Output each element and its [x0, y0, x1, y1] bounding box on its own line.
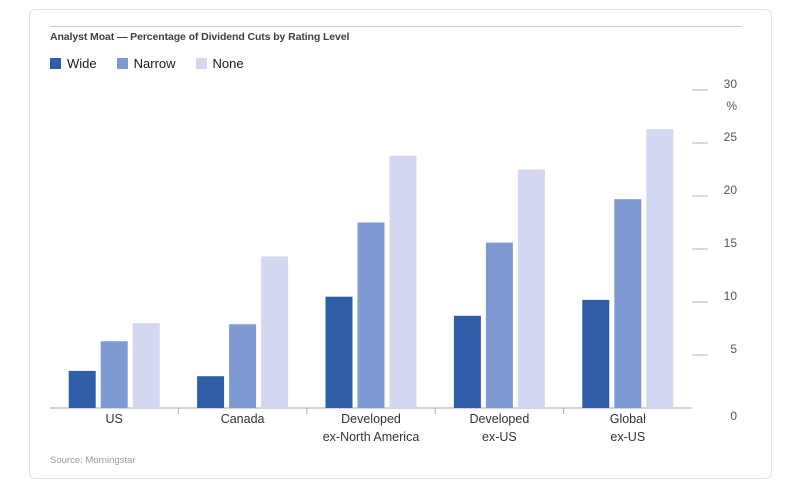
y-axis-unit: %: [726, 99, 737, 113]
bar-none: [261, 256, 289, 408]
legend-swatch: [116, 58, 128, 69]
bar-narrow: [100, 341, 128, 408]
legend-label: Wide: [67, 56, 97, 71]
legend-item-none: None: [195, 56, 244, 71]
y-tick-label: 30: [724, 77, 738, 91]
legend-swatch: [195, 58, 207, 69]
bar-none: [389, 155, 417, 408]
legend-label: Narrow: [133, 56, 176, 71]
bar-none: [517, 169, 545, 408]
legend: Wide Narrow None: [50, 56, 244, 71]
bar-wide: [68, 370, 96, 408]
legend-label: None: [212, 56, 244, 71]
bar-wide: [197, 376, 225, 408]
bar-narrow: [357, 222, 385, 408]
bar-none: [646, 129, 674, 408]
x-tick-label: ex-US: [482, 430, 517, 444]
x-tick-label: ex-US: [610, 430, 645, 444]
y-tick-label: 0: [730, 409, 737, 423]
legend-item-wide: Wide: [50, 56, 97, 71]
x-tick-label: Global: [610, 412, 646, 426]
bar-none: [132, 323, 160, 408]
top-divider: [50, 26, 741, 27]
y-tick-label: 20: [724, 183, 738, 197]
bar-wide: [453, 315, 481, 408]
chart-title: Analyst Moat — Percentage of Dividend Cu…: [50, 31, 350, 43]
bar-narrow: [485, 242, 513, 408]
bar-narrow: [229, 324, 257, 408]
bar-wide: [582, 299, 610, 408]
legend-swatch: [50, 58, 61, 69]
y-tick-label: 10: [724, 289, 738, 303]
x-tick-label: US: [106, 412, 123, 426]
y-tick-label: 5: [730, 342, 737, 356]
legend-item-narrow: Narrow: [116, 56, 176, 71]
y-tick-label: 15: [724, 236, 738, 250]
bar-wide: [325, 296, 353, 408]
source-note: Source: Morningstar: [50, 455, 136, 466]
x-tick-label: Canada: [221, 412, 265, 426]
y-tick-label: 25: [724, 130, 738, 144]
x-tick-label: Developed: [470, 412, 530, 426]
x-tick-label: Developed: [341, 412, 401, 426]
x-tick-label: ex-North America: [323, 430, 420, 444]
bar-narrow: [614, 199, 642, 408]
